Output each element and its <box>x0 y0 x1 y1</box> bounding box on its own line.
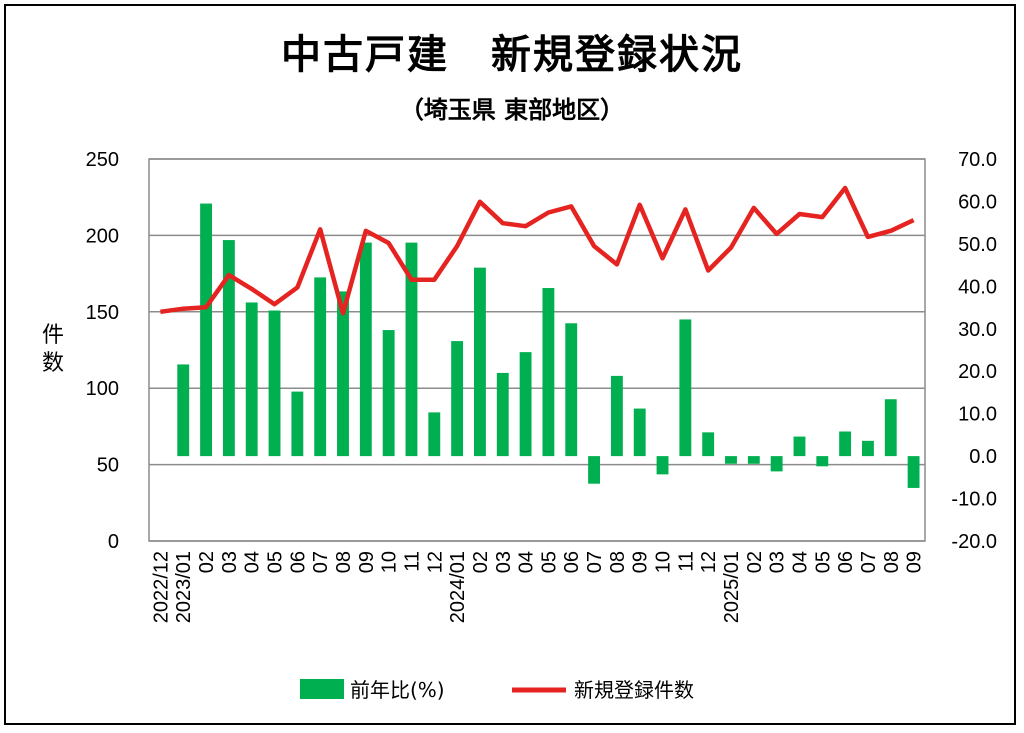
bar <box>610 375 623 457</box>
bar <box>337 291 349 457</box>
bar <box>519 352 532 457</box>
legend-label-bar: 前年比(%) <box>350 678 445 702</box>
bar <box>588 456 600 484</box>
right-tick-label: 30.0 <box>958 319 997 341</box>
bar <box>542 288 555 457</box>
right-tick-label: 10.0 <box>958 404 997 426</box>
x-tick-label: 08 <box>333 551 355 573</box>
x-tick-label: 03 <box>219 551 241 573</box>
x-tick-label: 07 <box>584 551 606 573</box>
x-tick-label: 02 <box>470 551 492 573</box>
bar <box>862 440 874 457</box>
x-tick-label: 2022/12 <box>150 551 172 623</box>
x-tick-label: 05 <box>538 551 560 573</box>
x-tick-label: 04 <box>516 551 538 573</box>
bar <box>405 242 418 457</box>
x-tick-label: 10 <box>379 551 401 573</box>
bar <box>177 364 190 457</box>
bar <box>884 399 897 457</box>
chart-frame <box>4 4 1016 725</box>
bar <box>200 203 212 457</box>
right-tick-label: 0.0 <box>969 446 997 468</box>
x-tick-label: 09 <box>356 551 378 573</box>
bar <box>428 412 441 457</box>
x-tick-label: 06 <box>561 551 583 573</box>
bar <box>907 456 920 488</box>
right-tick-label: -20.0 <box>951 531 997 553</box>
legend-swatch-bar <box>300 679 344 699</box>
x-tick-label: 2025/01 <box>721 551 743 623</box>
bar <box>474 267 486 457</box>
left-tick-label: 200 <box>86 225 119 247</box>
bar <box>839 431 852 457</box>
left-tick-label: 150 <box>86 302 119 324</box>
plot-area <box>148 158 926 542</box>
right-tick-label: 60.0 <box>958 191 997 213</box>
right-tick-label: 70.0 <box>958 149 997 171</box>
bar <box>245 302 258 457</box>
x-tick-label: 10 <box>653 551 675 573</box>
x-tick-label: 12 <box>698 551 720 573</box>
right-tick-label: 20.0 <box>958 361 997 383</box>
x-tick-label: 2024/01 <box>447 551 469 623</box>
bar <box>496 372 509 457</box>
legend-label-line: 新規登録件数 <box>574 678 694 702</box>
chart-subtitle: （埼玉県 東部地区） <box>399 96 625 124</box>
bar <box>747 456 760 464</box>
bar <box>222 240 235 457</box>
bar <box>702 432 715 457</box>
x-tick-label: 02 <box>744 551 766 573</box>
x-tick-label: 03 <box>493 551 515 573</box>
x-tick-label: 07 <box>310 551 332 573</box>
bar <box>565 323 578 457</box>
bar <box>314 277 327 457</box>
x-tick-label: 12 <box>424 551 446 573</box>
right-tick-label: 40.0 <box>958 276 997 298</box>
x-tick-label: 08 <box>607 551 629 573</box>
chart-title: 中古戸建 新規登録状況 <box>281 32 743 78</box>
line-series <box>160 185 915 316</box>
bar <box>451 341 464 457</box>
x-tick-label: 05 <box>265 551 287 573</box>
x-tick-label: 06 <box>835 551 857 573</box>
bar <box>725 456 737 464</box>
x-tick-label: 07 <box>858 551 880 573</box>
bar <box>679 319 692 457</box>
left-tick-label: 50 <box>97 455 119 477</box>
y-axis-label-text: 件数 <box>41 323 64 376</box>
bar <box>816 456 829 467</box>
bar <box>359 242 372 457</box>
bar <box>382 330 395 457</box>
left-tick-label: 100 <box>86 378 119 400</box>
bar <box>291 391 304 457</box>
x-tick-label: 05 <box>812 551 834 573</box>
left-tick-label: 0 <box>108 531 119 553</box>
x-tick-label: 09 <box>630 551 652 573</box>
x-tick-label: 09 <box>904 551 926 573</box>
x-tick-label: 11 <box>401 551 423 572</box>
x-tick-label: 04 <box>242 551 264 573</box>
bar <box>770 456 783 472</box>
left-tick-label: 250 <box>86 149 119 171</box>
x-tick-label: 06 <box>287 551 309 573</box>
x-tick-label: 03 <box>767 551 789 573</box>
right-tick-label: -10.0 <box>951 489 997 511</box>
bar <box>793 436 806 457</box>
x-tick-label: 04 <box>789 551 811 573</box>
x-tick-label: 11 <box>675 551 697 572</box>
y-axis-label: 件数 <box>38 322 68 378</box>
x-tick-label: 02 <box>196 551 218 573</box>
bar <box>656 456 669 475</box>
x-tick-label: 2023/01 <box>173 551 195 623</box>
x-tick-label: 08 <box>881 551 903 573</box>
bar <box>633 408 646 457</box>
right-tick-label: 50.0 <box>958 234 997 256</box>
bar <box>268 310 281 457</box>
